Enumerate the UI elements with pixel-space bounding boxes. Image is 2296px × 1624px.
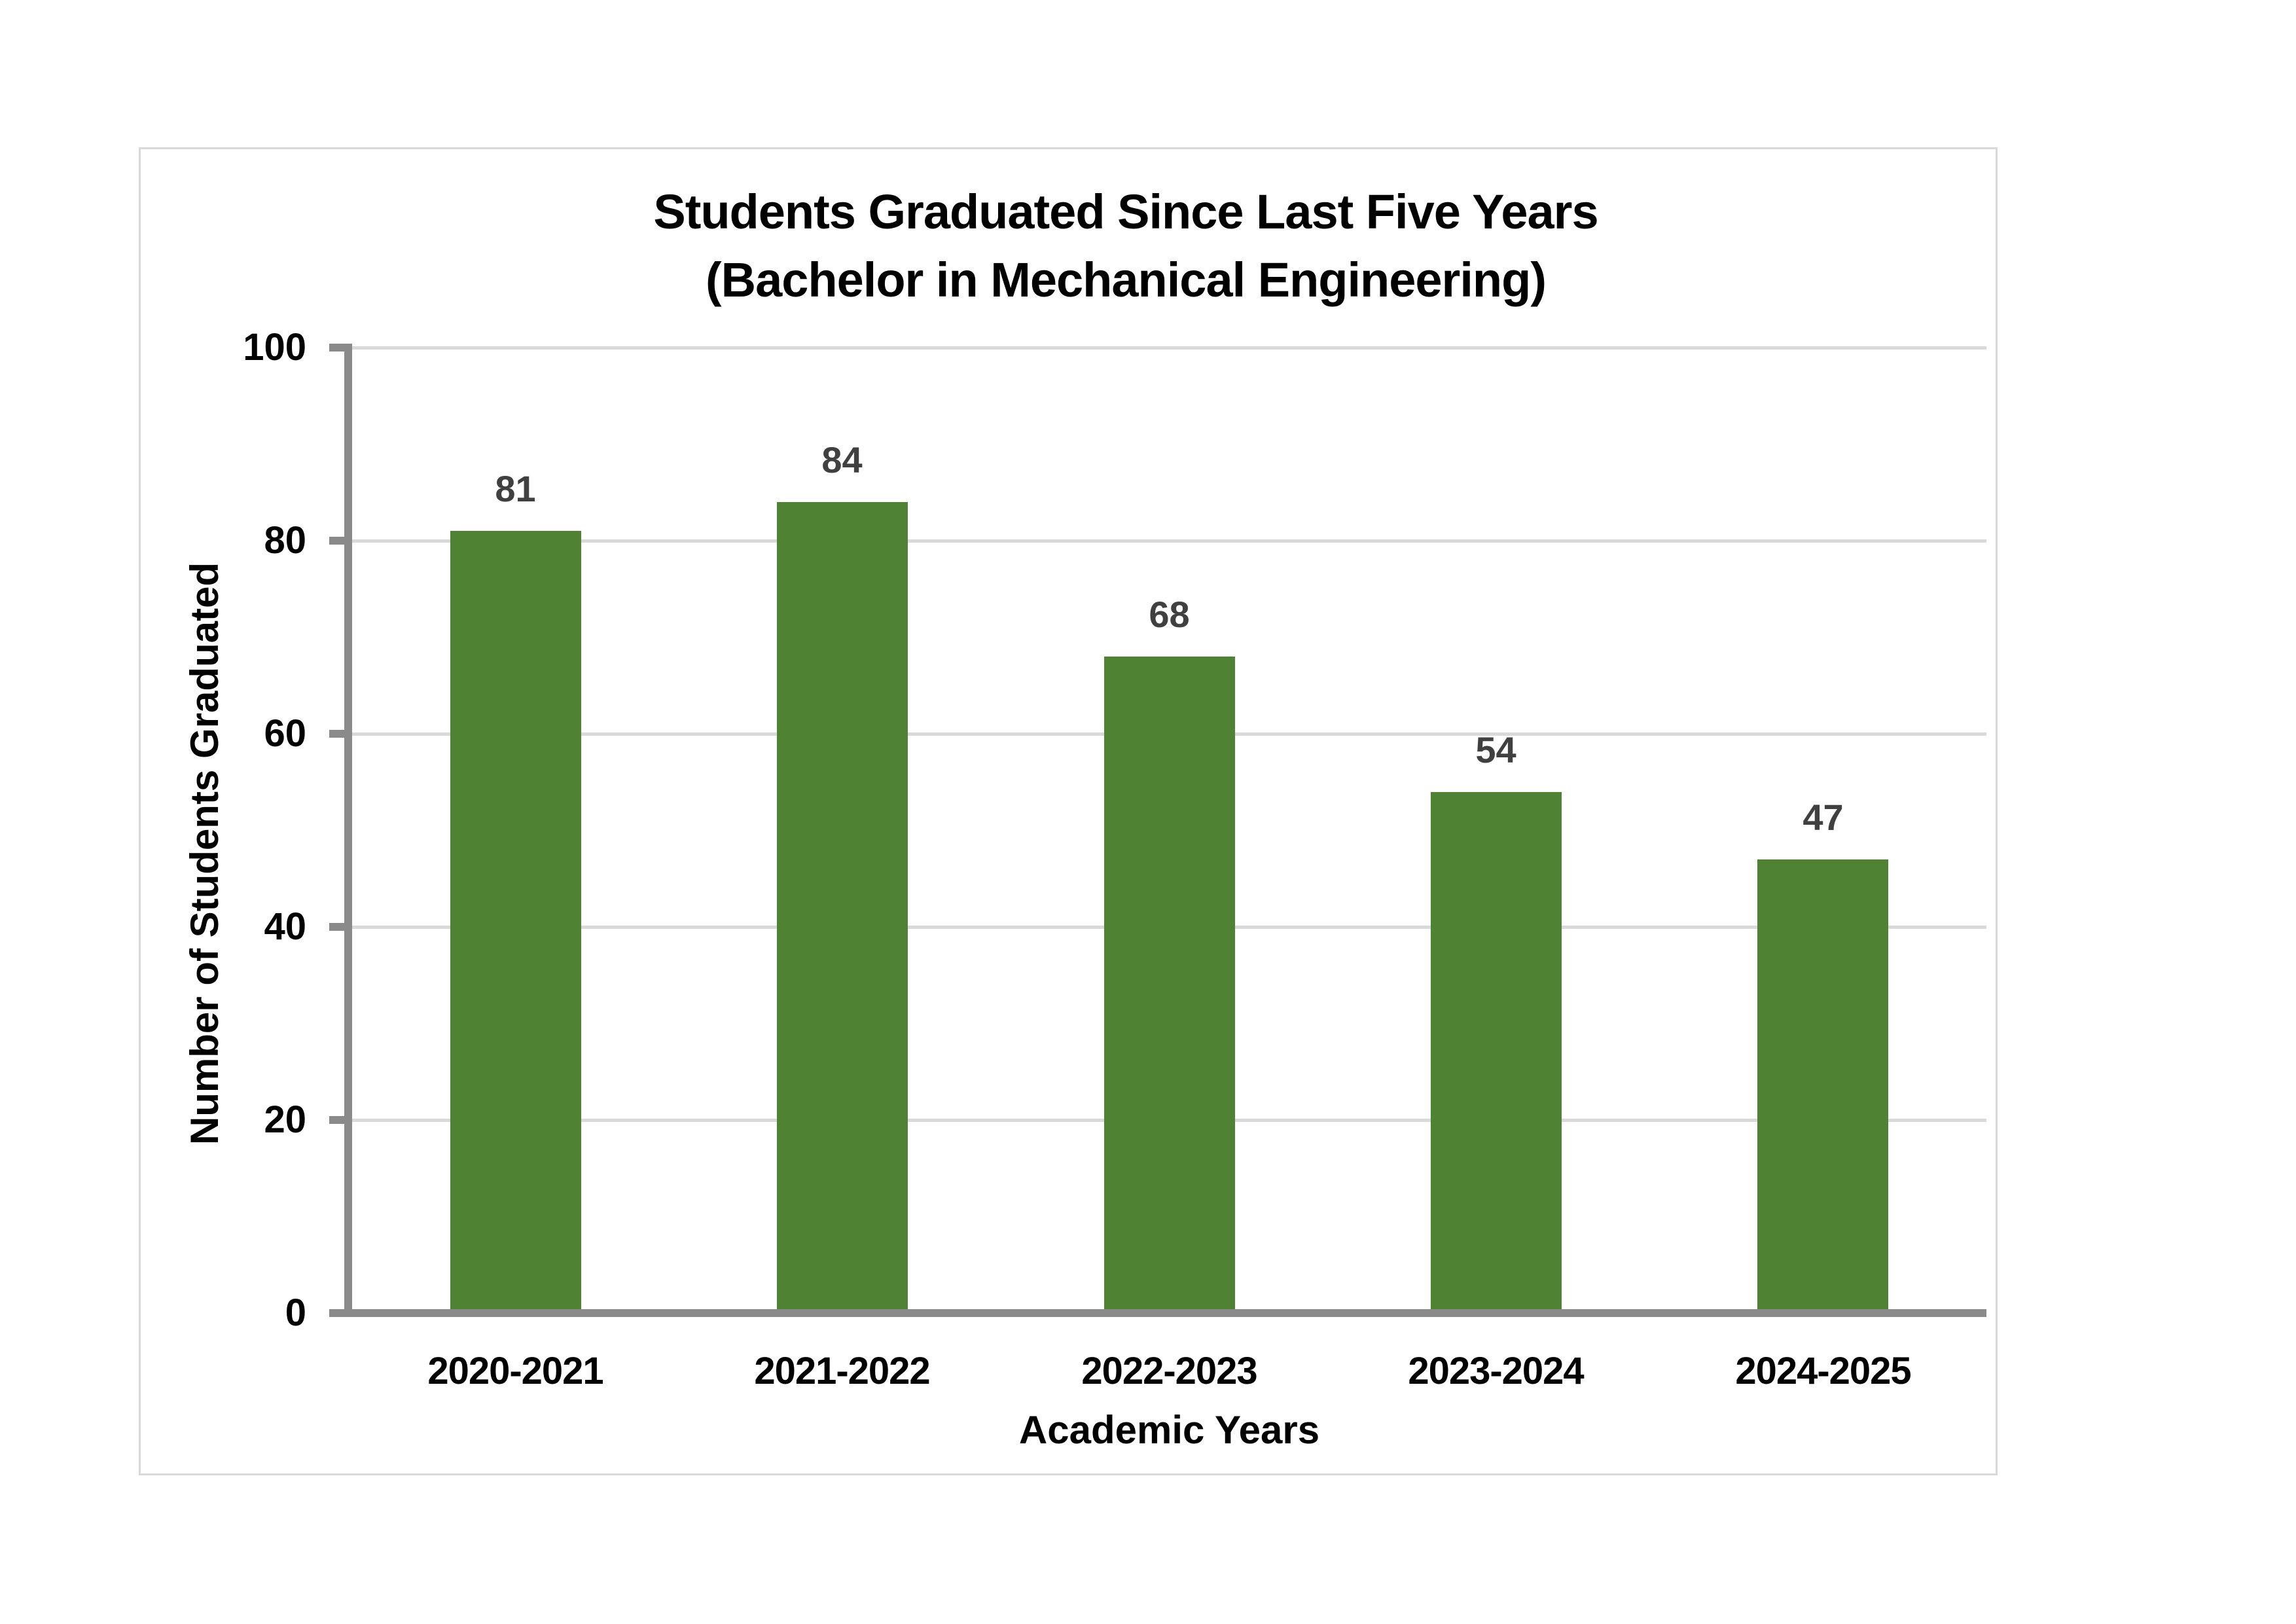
y-tick-label-60: 60 bbox=[264, 712, 306, 755]
category-labels-layer: 2020-2021 2021-2022 2022-2023 2023-2024 2024… bbox=[141, 149, 1996, 1473]
bar-2023-2024 bbox=[1431, 792, 1562, 1314]
chart-title: Students Graduated Since Last Five Years… bbox=[653, 178, 1598, 314]
y-tick-80 bbox=[329, 537, 352, 545]
gridline-80 bbox=[352, 539, 1986, 543]
gridline-100 bbox=[352, 346, 1986, 350]
category-label-2023-2024: 2023-2024 bbox=[1408, 1350, 1584, 1392]
chart-frame: Students Graduated Since Last Five Years… bbox=[139, 147, 1998, 1475]
category-label-2021-2022: 2021-2022 bbox=[754, 1350, 930, 1392]
bar-2022-2023 bbox=[1104, 657, 1235, 1313]
bars-layer bbox=[141, 149, 1996, 1473]
x-axis-line bbox=[344, 1309, 1986, 1317]
y-tick-label-0: 0 bbox=[285, 1291, 306, 1334]
y-axis-line bbox=[344, 348, 352, 1317]
chart-title-line1: Students Graduated Since Last Five Years bbox=[653, 185, 1598, 239]
y-tick-label-20: 20 bbox=[264, 1098, 306, 1141]
y-tick-labels-layer: 0 20 40 60 80 100 bbox=[141, 149, 1996, 1473]
category-label-2020-2021: 2020-2021 bbox=[427, 1350, 603, 1392]
y-tick-label-80: 80 bbox=[264, 519, 306, 562]
chart-title-line2: (Bachelor in Mechanical Engineering) bbox=[706, 253, 1547, 307]
data-label-2023-2024: 54 bbox=[1475, 729, 1516, 770]
y-ticks-layer bbox=[141, 149, 1996, 1473]
data-label-2024-2025: 47 bbox=[1803, 797, 1844, 838]
y-tick-label-100: 100 bbox=[243, 326, 306, 369]
y-tick-label-40: 40 bbox=[264, 905, 306, 948]
y-axis-title: Number of Students Graduated bbox=[183, 562, 226, 1146]
bar-2021-2022 bbox=[777, 502, 908, 1313]
y-tick-20 bbox=[329, 1116, 352, 1124]
y-tick-60 bbox=[329, 730, 352, 738]
bar-2020-2021 bbox=[450, 531, 581, 1313]
data-label-2022-2023: 68 bbox=[1149, 594, 1190, 635]
category-label-2024-2025: 2024-2025 bbox=[1735, 1350, 1911, 1392]
bar-2024-2025 bbox=[1757, 859, 1888, 1313]
data-label-2020-2021: 81 bbox=[495, 468, 536, 509]
y-tick-100 bbox=[329, 344, 352, 352]
category-label-2022-2023: 2022-2023 bbox=[1081, 1350, 1257, 1392]
data-labels-layer: 81 84 68 54 47 bbox=[141, 149, 1996, 1473]
x-axis-title: Academic Years bbox=[1018, 1408, 1320, 1452]
y-tick-40 bbox=[329, 923, 352, 931]
y-tick-0 bbox=[329, 1309, 352, 1317]
data-label-2021-2022: 84 bbox=[821, 439, 863, 480]
